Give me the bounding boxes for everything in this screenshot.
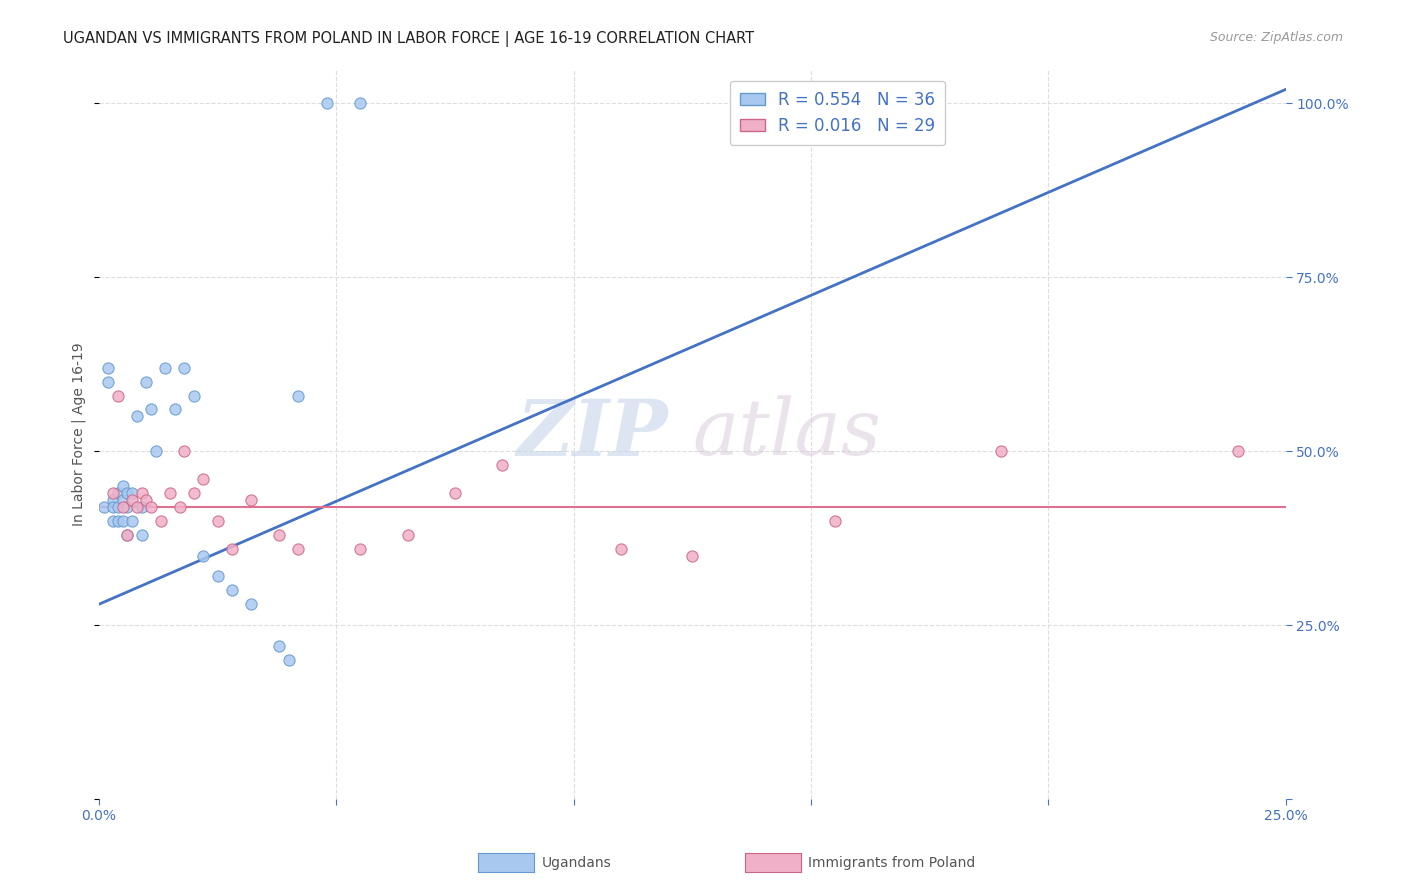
Point [444,486,467,500]
Point [135,375,157,389]
Point [183,486,205,500]
Point [121,486,143,500]
Point [221,541,243,556]
Point [121,492,143,507]
Point [117,527,139,541]
Point [681,549,703,563]
Point [491,458,513,472]
Text: Source: ZipAtlas.com: Source: ZipAtlas.com [1209,31,1343,45]
Point [141,500,163,514]
Point [990,444,1012,458]
Point [111,514,134,528]
Point [169,500,191,514]
Point [107,388,129,402]
Point [269,527,291,541]
Point [173,444,195,458]
Point [207,569,229,583]
Legend: R = 0.554   N = 36, R = 0.016   N = 29: R = 0.554 N = 36, R = 0.016 N = 29 [730,80,945,145]
Text: Ugandans: Ugandans [541,855,612,870]
Point [117,486,139,500]
Point [107,514,129,528]
Point [287,388,309,402]
Point [163,402,186,417]
Point [97,360,120,375]
Point [396,527,419,541]
Point [111,500,134,514]
Point [141,402,163,417]
Point [1227,444,1250,458]
Point [117,500,139,514]
Point [173,360,195,375]
Point [125,409,148,424]
Point [221,583,243,598]
Point [97,375,120,389]
Text: ZIP: ZIP [517,395,669,472]
Point [131,500,153,514]
Point [824,514,846,528]
Point [239,492,262,507]
Point [269,639,291,653]
Point [135,492,157,507]
Point [207,514,229,528]
Point [101,514,124,528]
Point [159,486,181,500]
Text: atlas: atlas [692,396,882,472]
Point [145,444,167,458]
Point [131,486,153,500]
Point [111,479,134,493]
Point [277,653,299,667]
Point [117,527,139,541]
Point [93,500,115,514]
Point [111,492,134,507]
Point [183,388,205,402]
Point [101,492,124,507]
Text: Immigrants from Poland: Immigrants from Poland [808,855,976,870]
Point [193,549,215,563]
Point [349,541,371,556]
Point [121,514,143,528]
Point [193,472,215,486]
Point [125,500,148,514]
Point [349,96,371,111]
Point [149,514,172,528]
Point [315,96,337,111]
Point [155,360,177,375]
Point [101,500,124,514]
Point [101,486,124,500]
Text: UGANDAN VS IMMIGRANTS FROM POLAND IN LABOR FORCE | AGE 16-19 CORRELATION CHART: UGANDAN VS IMMIGRANTS FROM POLAND IN LAB… [63,31,755,47]
Point [287,541,309,556]
Point [107,500,129,514]
Point [107,486,129,500]
Y-axis label: In Labor Force | Age 16-19: In Labor Force | Age 16-19 [72,342,86,525]
Point [239,597,262,611]
Point [610,541,633,556]
Point [131,527,153,541]
